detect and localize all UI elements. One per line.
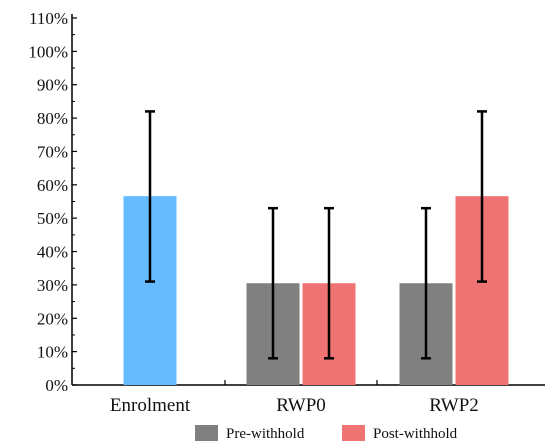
- y-tick-label: 60%: [37, 176, 68, 195]
- y-tick-label: 0%: [45, 376, 68, 395]
- y-tick-label: 50%: [37, 209, 68, 228]
- legend: Pre-withhold Post-withhold: [195, 425, 458, 442]
- y-tick-label: 70%: [37, 142, 68, 161]
- legend-label: Pre-withhold: [226, 426, 305, 442]
- y-tick-label: 10%: [37, 343, 68, 362]
- x-category-label: RWP0: [276, 395, 326, 416]
- legend-label: Post-withhold: [373, 426, 458, 442]
- y-tick-label: 40%: [37, 243, 68, 262]
- y-tick-label: 20%: [37, 309, 68, 328]
- legend-swatch: [342, 425, 365, 441]
- x-category-label: RWP2: [429, 395, 479, 416]
- y-tick-label: 100%: [28, 42, 68, 61]
- x-category-label: Enrolment: [110, 395, 191, 416]
- legend-swatch: [195, 425, 218, 441]
- plot-area: 0% 10% 20% 30% 40% 50% 60% 70% 80% 90% 100% 110% Enr…: [28, 9, 545, 416]
- y-tick-label: 30%: [37, 276, 68, 295]
- y-tick-label: 110%: [29, 9, 68, 28]
- y-tick-label: 80%: [37, 109, 68, 128]
- y-tick-label: 90%: [37, 76, 68, 95]
